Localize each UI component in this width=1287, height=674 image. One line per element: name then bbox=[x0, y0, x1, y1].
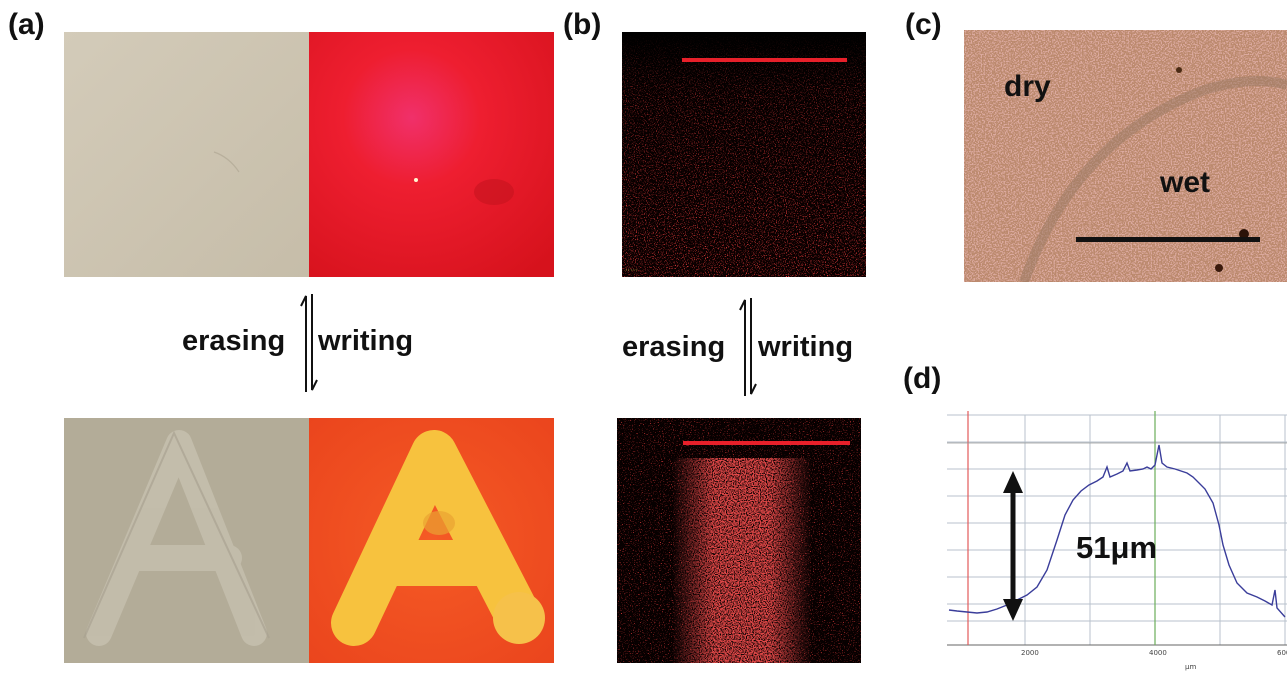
panel-label-b: (b) bbox=[563, 8, 602, 41]
panel-a-bottom-photo bbox=[64, 418, 554, 663]
x-tick-600: 600 bbox=[1277, 649, 1287, 657]
reversible-arrows-right bbox=[739, 298, 757, 396]
panel-b-top-micrograph: ····· bbox=[622, 32, 866, 277]
scale-bar bbox=[1076, 237, 1260, 242]
wet-region-label: wet bbox=[1160, 166, 1211, 199]
scale-bar bbox=[682, 58, 847, 62]
reversible-arrows-left bbox=[300, 294, 318, 392]
dry-region-label: dry bbox=[1004, 70, 1051, 103]
x-tick-4000: 4000 bbox=[1149, 649, 1167, 657]
scale-bar bbox=[683, 441, 850, 445]
panel-a-top-photo bbox=[64, 32, 554, 277]
dry-wet-boundary bbox=[1019, 76, 1287, 282]
plot-grid bbox=[947, 414, 1287, 645]
panel-b-bottom-micrograph bbox=[617, 418, 861, 663]
erasing-label-right: erasing bbox=[622, 331, 726, 363]
panel-c-micrograph bbox=[964, 30, 1287, 282]
panel-label-d: (d) bbox=[903, 362, 942, 395]
x-axis-unit: μm bbox=[1185, 663, 1196, 671]
beige-sample-region bbox=[64, 32, 309, 277]
height-profile-trace bbox=[948, 444, 1286, 618]
height-value-label: 51μm bbox=[1076, 530, 1158, 565]
written-letter-bright bbox=[331, 430, 537, 646]
writing-label-left: writing bbox=[318, 325, 414, 357]
writing-label-right: writing bbox=[758, 331, 854, 363]
panel-d-profile-plot: 2000 4000 600 μm bbox=[947, 411, 1287, 671]
svg-text:·····: ····· bbox=[625, 266, 638, 275]
x-tick-2000: 2000 bbox=[1021, 649, 1039, 657]
panel-label-c: (c) bbox=[905, 8, 942, 41]
panel-label-a: (a) bbox=[8, 8, 45, 41]
erasing-label-left: erasing bbox=[182, 325, 286, 357]
red-fluorescent-region bbox=[309, 32, 554, 277]
